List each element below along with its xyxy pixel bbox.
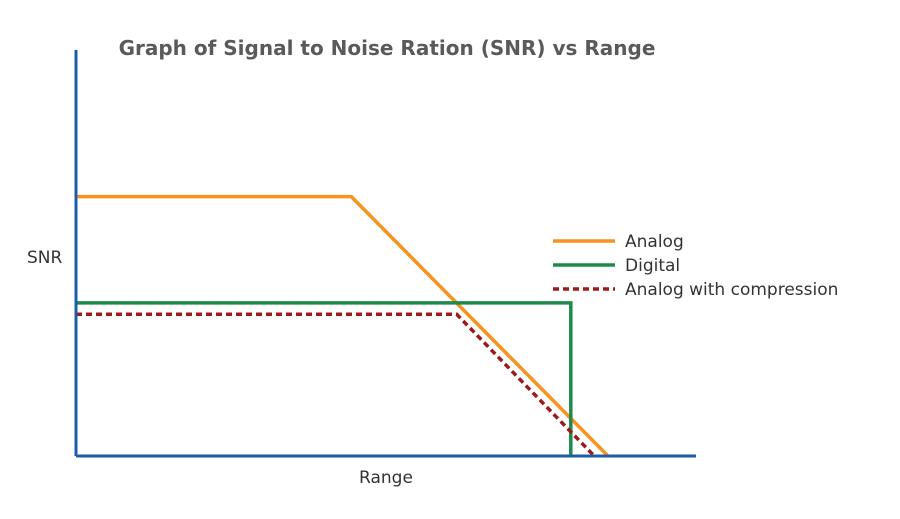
series-line-digital [76, 301, 573, 456]
legend-label-analog: Analog [625, 232, 684, 252]
y-axis-label: SNR [27, 248, 63, 268]
legend-label-analog-with-compression: Analog with compression [625, 280, 838, 300]
legend-label-digital: Digital [625, 256, 680, 276]
x-axis-label: Range [359, 468, 413, 488]
chart-title: Graph of Signal to Noise Ration (SNR) vs… [119, 36, 656, 60]
series-line-analog [76, 194, 610, 458]
series-layer [76, 194, 610, 458]
legend: Analog Digital Analog with compression [553, 232, 838, 300]
series-line-analog-with-compression [76, 312, 596, 458]
